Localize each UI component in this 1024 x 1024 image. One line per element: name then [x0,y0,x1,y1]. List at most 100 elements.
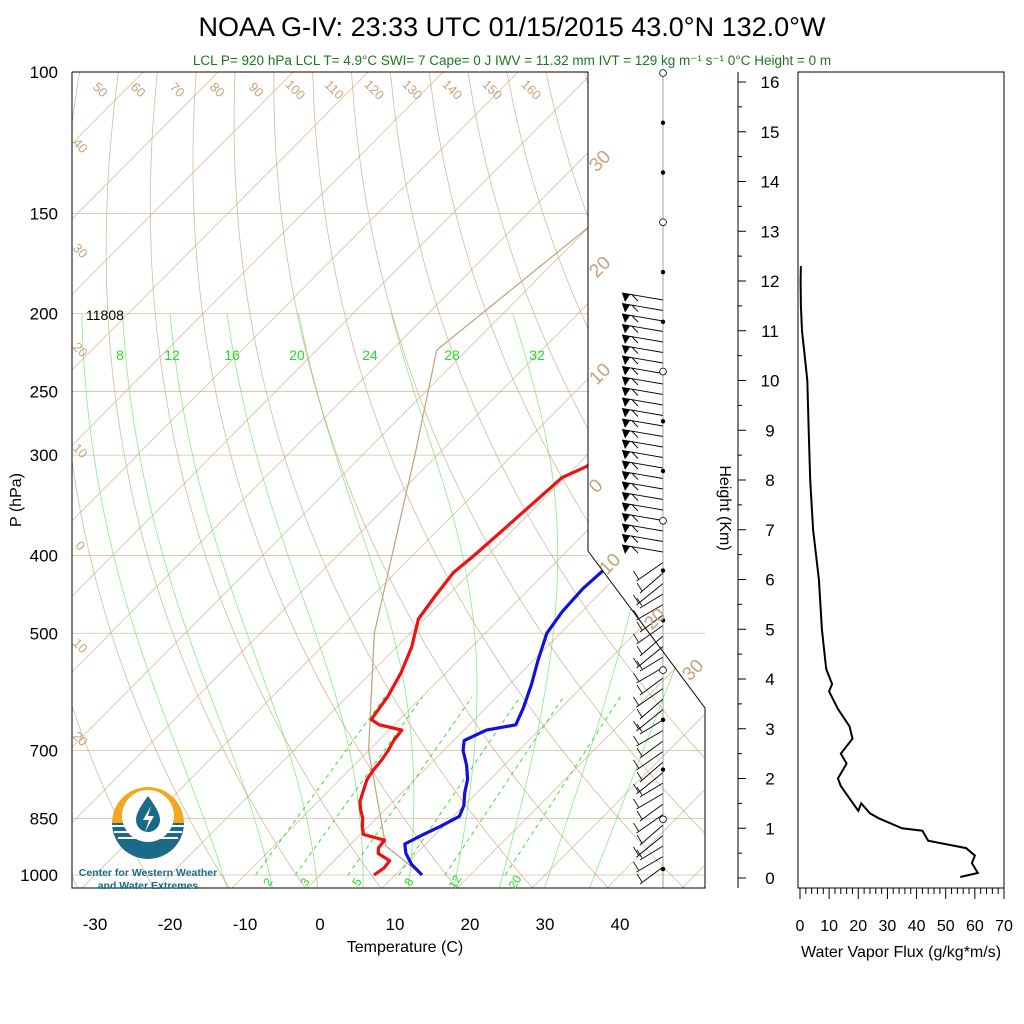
water-vapor-flux-line [799,266,980,878]
height-tick-label: 6 [765,571,774,590]
pole-marker [659,666,667,674]
wind-barb [621,534,664,542]
height-tick-label: 2 [765,770,774,789]
flux-tick-label: 70 [995,918,1013,935]
mixing-ratio-label: 12 [164,347,180,363]
x-axis-label: Temperature (C) [347,939,463,956]
flux-y-axis-label: Height (Km) [716,465,733,550]
wind-barb-flag [622,345,630,355]
dewpoint-line [403,285,705,877]
height-tick-label: 15 [761,123,780,142]
pole-marker [659,69,667,77]
temperature-tick-label: 10 [386,915,405,934]
height-tick-label: 14 [761,173,780,192]
dry-adiabat-label: 70 [167,79,188,100]
temperature-tick-label: 20 [461,915,480,934]
wind-barb [636,730,664,747]
height-tick-label: 8 [765,471,774,490]
wind-barb-flag [622,429,630,439]
isotherm-line [72,72,330,888]
moist-adiabat-line [81,313,229,888]
mixing-ratio-label: 2 [260,875,276,888]
isotherm-label: 20 [70,339,91,360]
isotherm-line [527,72,705,888]
wind-barb-flag [622,461,630,470]
flux-tick-label: 0 [796,918,805,935]
temperature-tick-label: 30 [536,915,555,934]
wind-barb [621,324,664,332]
height-tick-label: 4 [765,670,774,689]
dewpoint-trace [403,285,705,877]
dry-adiabat-label: 90 [246,79,267,100]
wind-barb-flag [622,419,630,428]
wind-barb [621,481,664,490]
wind-barb [621,460,664,469]
isotherm-line [72,72,705,888]
moist-adiabat-line [587,313,705,888]
wind-barb-flag [622,387,630,397]
wind-barb [639,719,664,735]
cw3e-logo: Center for Western Weather and Water Ext… [79,787,217,892]
wind-barb-flag [622,471,630,481]
height-tick-label: 13 [761,222,780,241]
pole-marker [659,367,667,376]
wind-barb [621,366,664,374]
pressure-tick-label: 400 [30,546,58,565]
height-tick-label: 10 [761,372,780,391]
mixing-ratio-label: 20 [289,347,305,363]
water-drop-sun-icon [112,787,184,859]
isotherm-line [72,72,405,888]
dry-adiabat-line [545,72,705,888]
isotherm-line [677,72,705,888]
dry-adiabat-line [351,72,705,888]
isotherm-label: 0 [585,475,607,497]
wind-barb-flag [622,335,630,344]
wind-barb [636,562,664,582]
dry-adiabat-line [623,72,705,888]
pressure-tick-label: 250 [30,383,58,402]
height-tick-label: 12 [761,272,780,291]
y-axis-label: P (hPa) [8,473,25,527]
wind-barb [621,429,664,437]
moist-adiabat-line [542,313,664,888]
moist-adiabat-line [390,313,478,888]
wind-barb [636,793,664,810]
dry-adiabat-line [390,72,705,888]
flux-x-axis-label: Water Vapor Flux (g/kg*m/s) [801,944,1001,961]
wind-barbs [621,292,664,885]
mixing-ratio-line [444,696,564,876]
dry-adiabat-label: 60 [128,79,149,100]
dry-adiabat-line [857,72,1024,892]
mixing-ratio-label: 24 [362,347,378,363]
flux-tick-label: 50 [937,918,955,935]
wind-barb-flag [622,314,630,323]
temperature-tick-label: -30 [83,915,108,934]
pressure-tick-label: 1000 [20,866,58,885]
pressure-tick-label: 500 [30,624,58,643]
isotherm-line [152,72,705,888]
wind-barb [636,835,664,858]
pole-marker [660,269,666,275]
isotherm-line [302,72,705,888]
dry-adiabat-label: 110 [322,77,347,102]
isotherm-label: 30 [678,655,708,685]
wind-barb [636,667,664,684]
wind-barb [639,677,664,696]
moist-adiabat-line [298,313,415,888]
wind-barb [621,471,664,479]
pole-marker [659,517,667,525]
wind-pole [659,69,667,888]
wind-barb [636,856,664,873]
isotherm-line [753,35,1024,892]
wind-barb-flag [622,366,630,376]
dry-adiabat-label: 100 [282,77,308,103]
wind-barb [639,824,664,846]
wind-barb [621,387,664,395]
pressure-tick-label: 850 [30,809,58,828]
wind-barb [621,513,664,521]
dry-adiabat-label: 160 [518,77,544,103]
isotherm-line [72,72,555,888]
pole-marker [660,419,666,424]
mixing-ratio-lines [255,696,621,876]
